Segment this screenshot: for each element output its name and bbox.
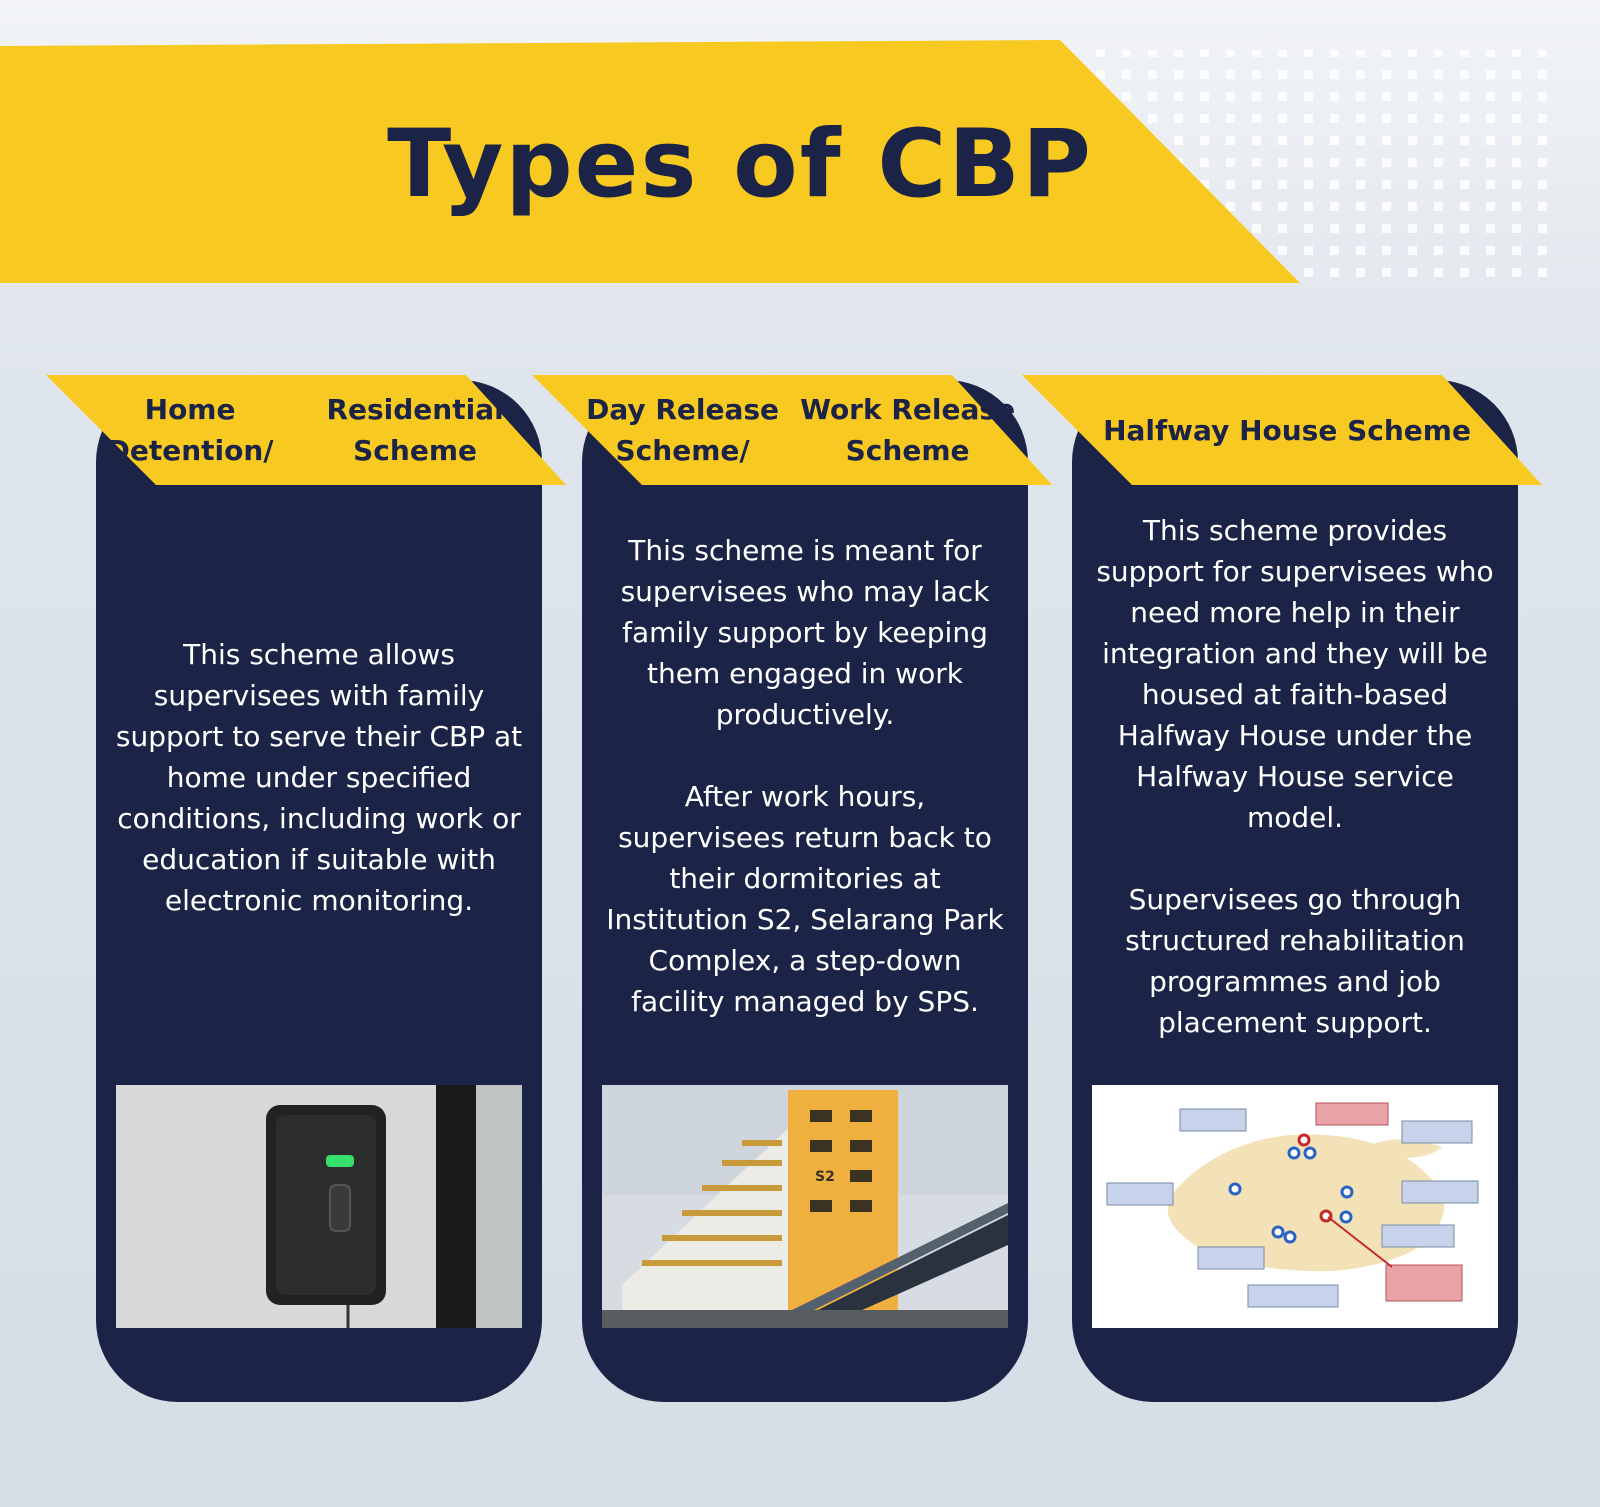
card-title-tab [1022, 375, 1542, 485]
card-title-tab [46, 375, 566, 485]
title-banner [0, 40, 1300, 283]
card-title: Halfway House Scheme [1022, 375, 1542, 485]
card-day-release: Day Release Scheme/ Work Release Scheme … [532, 375, 1052, 1402]
card-home-detention: Home Detention/ Residential Scheme This … [46, 375, 566, 1402]
card-title: Home Detention/ Residential Scheme [46, 375, 566, 485]
card-description: This scheme provides support for supervi… [1088, 510, 1502, 1043]
card-description: This scheme is meant for supervisees who… [598, 530, 1012, 1022]
card-title-line: Home Detention/ [106, 393, 274, 467]
building-sign-text: S2 [815, 1169, 835, 1185]
card-title-line: Halfway House Scheme [1103, 413, 1471, 447]
halfway-house-locations-map [1092, 1085, 1498, 1328]
institution-s2-building-photo: S2 [602, 1085, 1008, 1328]
card-paragraph: This scheme provides support for supervi… [1096, 514, 1494, 834]
page-title: Types of CBP [387, 110, 1093, 219]
card-paragraph: Supervisees go through structured rehabi… [1125, 883, 1465, 1039]
card-title-line: Work Release Scheme [800, 393, 1016, 467]
card-title-line: Residential Scheme [326, 393, 504, 467]
card-description: This scheme allows supervisees with fami… [112, 634, 526, 921]
card-paragraph: This scheme is meant for supervisees who… [620, 534, 990, 731]
card-paragraph: After work hours, supervisees return bac… [606, 780, 1004, 1018]
card-paragraph: This scheme allows supervisees with fami… [115, 638, 523, 917]
card-title-tab [532, 375, 1052, 485]
card-title: Day Release Scheme/ Work Release Scheme [532, 375, 1052, 485]
card-halfway-house: Halfway House Scheme This scheme provide… [1022, 375, 1542, 1402]
electronic-monitoring-device-photo [116, 1085, 522, 1328]
card-title-line: Day Release Scheme/ [586, 393, 780, 467]
